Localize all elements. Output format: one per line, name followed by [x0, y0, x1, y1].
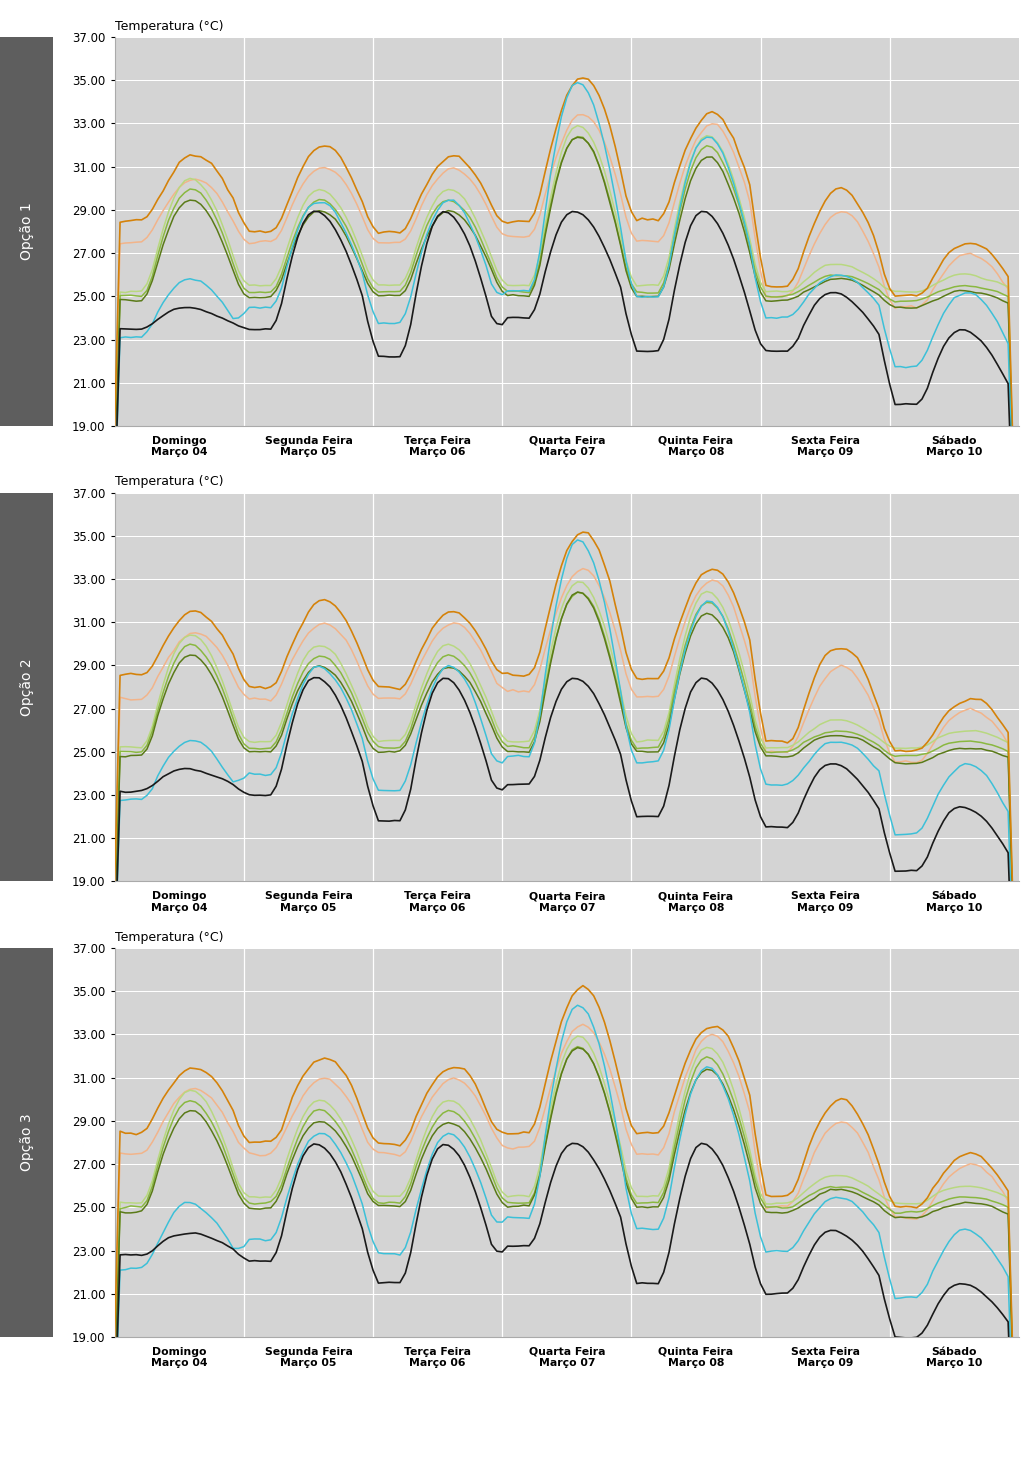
- Text: Temperatura (°C): Temperatura (°C): [115, 930, 223, 944]
- Text: Temperatura (°C): Temperatura (°C): [115, 19, 223, 33]
- Text: Opção 2: Opção 2: [19, 658, 34, 716]
- Text: Opção 1: Opção 1: [19, 203, 34, 260]
- Text: Opção 3: Opção 3: [19, 1114, 34, 1171]
- Text: Temperatura (°C): Temperatura (°C): [115, 475, 223, 488]
